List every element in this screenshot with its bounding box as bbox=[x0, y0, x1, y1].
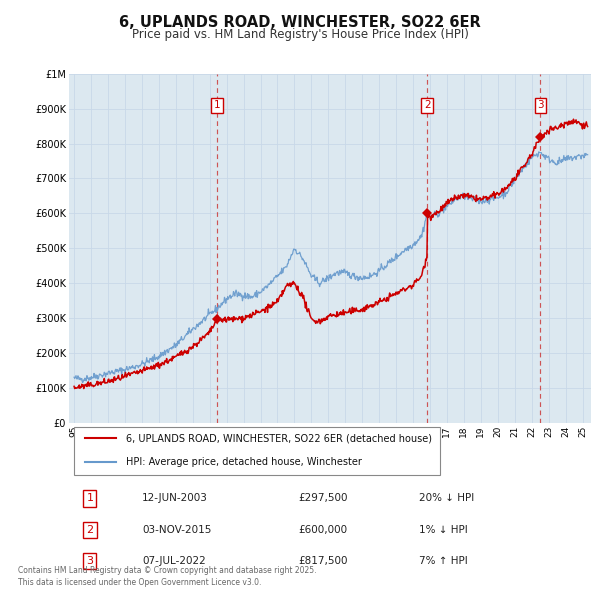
Text: Price paid vs. HM Land Registry's House Price Index (HPI): Price paid vs. HM Land Registry's House … bbox=[131, 28, 469, 41]
Text: 6, UPLANDS ROAD, WINCHESTER, SO22 6ER (detached house): 6, UPLANDS ROAD, WINCHESTER, SO22 6ER (d… bbox=[127, 433, 433, 443]
Text: 1: 1 bbox=[86, 493, 94, 503]
Text: 1: 1 bbox=[214, 100, 221, 110]
FancyBboxPatch shape bbox=[74, 427, 440, 475]
Text: 03-NOV-2015: 03-NOV-2015 bbox=[142, 525, 211, 535]
Text: 3: 3 bbox=[537, 100, 544, 110]
Text: 07-JUL-2022: 07-JUL-2022 bbox=[142, 556, 206, 566]
Text: 3: 3 bbox=[86, 556, 94, 566]
Text: £600,000: £600,000 bbox=[299, 525, 348, 535]
Text: 20% ↓ HPI: 20% ↓ HPI bbox=[419, 493, 474, 503]
Text: 6, UPLANDS ROAD, WINCHESTER, SO22 6ER: 6, UPLANDS ROAD, WINCHESTER, SO22 6ER bbox=[119, 15, 481, 30]
Text: Contains HM Land Registry data © Crown copyright and database right 2025.
This d: Contains HM Land Registry data © Crown c… bbox=[18, 566, 317, 587]
Text: HPI: Average price, detached house, Winchester: HPI: Average price, detached house, Winc… bbox=[127, 457, 362, 467]
Text: 2: 2 bbox=[424, 100, 431, 110]
Text: 12-JUN-2003: 12-JUN-2003 bbox=[142, 493, 208, 503]
Text: 7% ↑ HPI: 7% ↑ HPI bbox=[419, 556, 467, 566]
Text: 1% ↓ HPI: 1% ↓ HPI bbox=[419, 525, 467, 535]
Text: 2: 2 bbox=[86, 525, 94, 535]
Text: £297,500: £297,500 bbox=[299, 493, 348, 503]
Text: £817,500: £817,500 bbox=[299, 556, 348, 566]
